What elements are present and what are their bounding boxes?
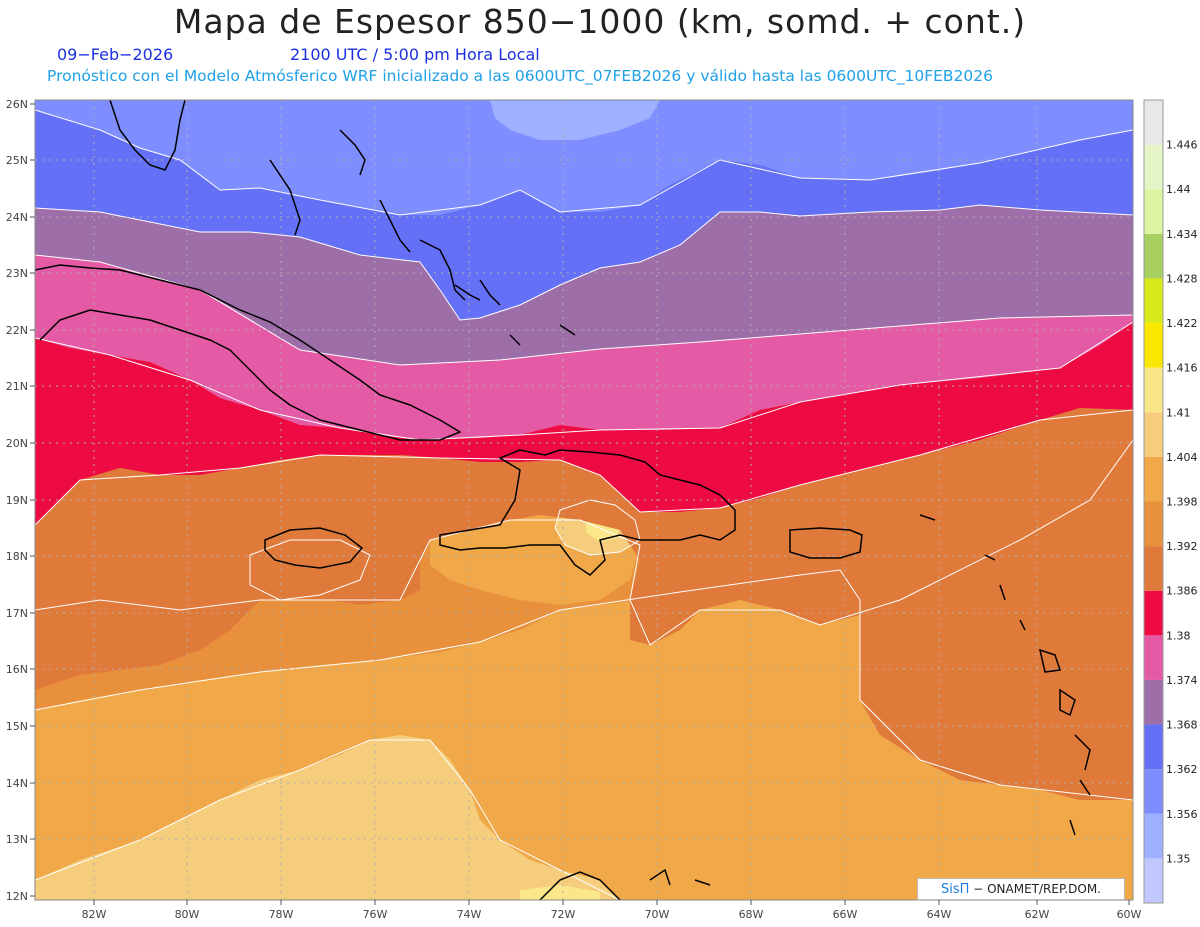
lon-label: 80W (175, 908, 200, 921)
legend-swatch (1144, 546, 1163, 591)
lon-ticks (93, 900, 1130, 905)
lat-label: 25N (6, 154, 28, 167)
lat-label: 14N (6, 777, 28, 790)
legend-swatch (1144, 679, 1163, 725)
credit-box: SisΠ − ONAMET/REP.DOM. (917, 878, 1125, 900)
legend-swatch (1144, 769, 1163, 814)
legend-swatch (1144, 724, 1163, 770)
legend-level-label: 1.41 (1166, 406, 1191, 419)
lat-ticks (30, 103, 35, 897)
sispi-logo: SisΠ (940, 882, 970, 897)
lon-label: 82W (82, 908, 107, 921)
legend-swatch (1144, 813, 1163, 859)
legend-level-label: 1.38 (1166, 629, 1191, 642)
legend-swatch (1144, 100, 1163, 145)
lat-label: 12N (6, 890, 28, 903)
lat-label: 17N (6, 607, 28, 620)
legend-frame (1143, 99, 1164, 904)
lon-label: 70W (645, 908, 670, 921)
legend-swatch (1144, 412, 1163, 457)
lon-label: 66W (833, 908, 858, 921)
valid-date: 09−Feb−2026 (57, 45, 174, 64)
legend-level-label: 1.356 (1166, 808, 1198, 821)
legend-swatch (1144, 144, 1163, 190)
lat-label: 23N (6, 267, 28, 280)
map-title: Mapa de Espesor 850−1000 (km, somd. + co… (173, 2, 1027, 41)
legend-level-label: 1.422 (1166, 317, 1198, 330)
legend-level-label: 1.434 (1166, 228, 1198, 241)
legend-swatch (1144, 501, 1163, 547)
lon-labels: 82W 80W 78W 76W 74W 72W 70W 68W 66W 64W … (82, 908, 1142, 921)
lon-label: 64W (927, 908, 952, 921)
lon-label: 62W (1025, 908, 1050, 921)
lat-label: 26N (6, 98, 28, 111)
legend-level-label: 1.362 (1166, 763, 1198, 776)
legend-level-label: 1.386 (1166, 585, 1198, 598)
lat-label: 19N (6, 494, 28, 507)
lat-label: 20N (6, 437, 28, 450)
legend-swatch (1144, 635, 1163, 680)
lon-label: 60W (1117, 908, 1142, 921)
coastlines (35, 100, 1091, 900)
legend-swatch (1144, 189, 1163, 234)
map-grid (35, 100, 1133, 900)
legend-swatch (1144, 278, 1163, 324)
legend-level-label: 1.446 (1166, 139, 1198, 152)
lat-label: 21N (6, 380, 28, 393)
lat-label: 24N (6, 211, 28, 224)
legend-swatch (1144, 456, 1163, 502)
legend-swatch (1144, 858, 1163, 903)
legend-swatch (1144, 233, 1163, 279)
lat-label: 22N (6, 324, 28, 337)
legend-level-label: 1.398 (1166, 496, 1198, 509)
lat-label: 15N (6, 720, 28, 733)
legend-level-label: 1.44 (1166, 183, 1191, 196)
legend-labels: 1.35 1.356 1.362 1.368 1.374 1.38 1.386 1.392 1.… (1166, 139, 1198, 866)
lat-label: 18N (6, 550, 28, 563)
legend-level-label: 1.368 (1166, 719, 1198, 732)
legend-level-label: 1.404 (1166, 451, 1198, 464)
lon-label: 74W (457, 908, 482, 921)
legend-level-label: 1.374 (1166, 674, 1198, 687)
forecast-info: Pronóstico con el Modelo Atmósferico WRF… (47, 67, 993, 85)
lat-label: 13N (6, 833, 28, 846)
legend-swatch (1144, 323, 1163, 368)
color-legend (1143, 99, 1164, 904)
legend-level-label: 1.392 (1166, 540, 1198, 553)
lon-label: 72W (551, 908, 576, 921)
legend-level-label: 1.416 (1166, 362, 1198, 375)
lat-labels: 26N 25N 24N 23N 22N 21N 20N 19N 18N 17N … (6, 98, 28, 903)
credit-text: − ONAMET/REP.DOM. (973, 882, 1101, 896)
lat-label: 16N (6, 663, 28, 676)
lon-label: 68W (739, 908, 764, 921)
legend-swatch (1144, 367, 1163, 413)
legend-level-label: 1.428 (1166, 272, 1198, 285)
valid-time: 2100 UTC / 5:00 pm Hora Local (290, 45, 540, 64)
legend-level-label: 1.35 (1166, 852, 1191, 865)
lon-label: 76W (363, 908, 388, 921)
lon-label: 78W (269, 908, 294, 921)
thickness-fill (35, 100, 1133, 900)
legend-swatch (1144, 590, 1163, 636)
